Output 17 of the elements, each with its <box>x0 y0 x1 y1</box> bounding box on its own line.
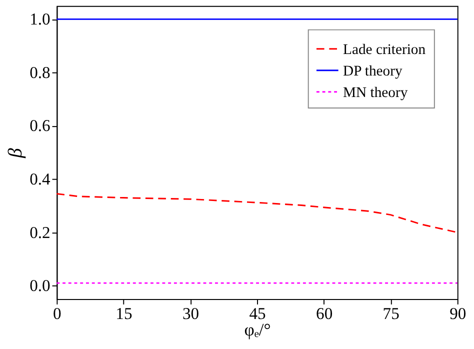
y-tick-label: 1.0 <box>30 10 50 29</box>
y-tick-label: 0.6 <box>30 116 50 136</box>
y-tick-label: 0.0 <box>30 276 50 296</box>
y-tick-label: 0.8 <box>30 62 50 82</box>
legend-label: MN theory <box>343 84 408 101</box>
x-tick-label: 15 <box>116 304 132 324</box>
x-tick-label: 60 <box>316 304 333 324</box>
x-tick-label: 0 <box>53 304 62 324</box>
legend-label: DP theory <box>343 63 403 80</box>
x-tick-label: 90 <box>450 304 466 324</box>
y-tick-label: 0.4 <box>30 169 52 188</box>
x-tick-label: 75 <box>382 304 400 324</box>
legend-label: Lade criterion <box>343 42 426 58</box>
line-series <box>56 193 458 234</box>
x-tick-label: 30 <box>182 304 200 324</box>
y-tick-label: 0.2 <box>30 222 50 242</box>
y-axis-title: β <box>6 148 27 159</box>
